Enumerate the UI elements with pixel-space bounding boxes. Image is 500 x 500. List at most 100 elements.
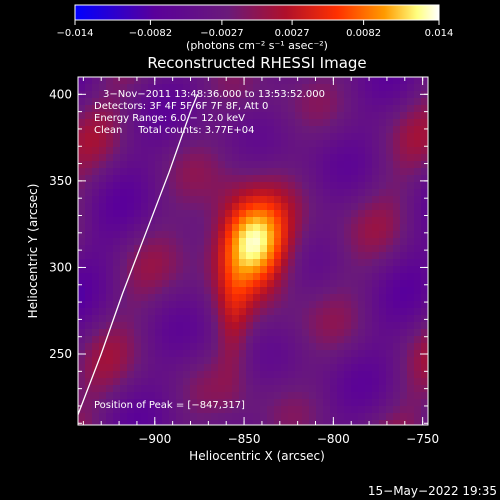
- heatmap-cell: [281, 98, 288, 105]
- heatmap-cell: [92, 154, 99, 161]
- heatmap-cell: [393, 182, 400, 189]
- heatmap-cell: [274, 273, 281, 280]
- heatmap-cell: [78, 280, 85, 287]
- heatmap-cell: [78, 161, 85, 168]
- heatmap-cell: [85, 322, 92, 329]
- heatmap-cell: [239, 245, 246, 252]
- heatmap-cell: [386, 399, 393, 406]
- heatmap-cell: [288, 343, 295, 350]
- heatmap-cell: [365, 161, 372, 168]
- heatmap-cell: [204, 119, 211, 126]
- heatmap-cell: [288, 378, 295, 385]
- heatmap-cell: [155, 259, 162, 266]
- heatmap-cell: [197, 161, 204, 168]
- heatmap-cell: [183, 203, 190, 210]
- heatmap-cell: [211, 273, 218, 280]
- heatmap-cell: [267, 245, 274, 252]
- heatmap-cell: [316, 399, 323, 406]
- heatmap-cell: [85, 315, 92, 322]
- heatmap-cell: [106, 147, 113, 154]
- heatmap-cell: [288, 189, 295, 196]
- heatmap-cell: [218, 119, 225, 126]
- heatmap-cell: [267, 308, 274, 315]
- heatmap-cell: [253, 399, 260, 406]
- heatmap-cell: [358, 119, 365, 126]
- heatmap-cell: [309, 231, 316, 238]
- heatmap-cell: [85, 308, 92, 315]
- heatmap-cell: [267, 350, 274, 357]
- heatmap-cell: [176, 119, 183, 126]
- heatmap-cell: [85, 98, 92, 105]
- heatmap-cell: [239, 308, 246, 315]
- heatmap-cell: [106, 371, 113, 378]
- heatmap-cell: [351, 266, 358, 273]
- heatmap-cell: [134, 259, 141, 266]
- heatmap-cell: [414, 378, 421, 385]
- heatmap-cell: [274, 357, 281, 364]
- heatmap-cell: [183, 224, 190, 231]
- heatmap-cell: [386, 420, 393, 425]
- heatmap-cell: [400, 112, 407, 119]
- heatmap-cell: [211, 350, 218, 357]
- heatmap-cell: [155, 112, 162, 119]
- heatmap-cell: [274, 210, 281, 217]
- heatmap-cell: [260, 273, 267, 280]
- heatmap-cell: [183, 371, 190, 378]
- heatmap-cell: [127, 189, 134, 196]
- heatmap-cell: [134, 308, 141, 315]
- heatmap-cell: [253, 273, 260, 280]
- heatmap-cell: [302, 98, 309, 105]
- heatmap-cell: [309, 77, 316, 84]
- heatmap-cell: [351, 238, 358, 245]
- heatmap-cell: [134, 210, 141, 217]
- heatmap-cell: [169, 301, 176, 308]
- heatmap-cell: [386, 238, 393, 245]
- heatmap-cell: [421, 210, 428, 217]
- heatmap-cell: [127, 371, 134, 378]
- heatmap-cell: [78, 336, 85, 343]
- heatmap-cell: [225, 140, 232, 147]
- heatmap-cell: [99, 357, 106, 364]
- heatmap-cell: [274, 315, 281, 322]
- heatmap-cell: [155, 84, 162, 91]
- heatmap-cell: [274, 140, 281, 147]
- heatmap-cell: [106, 105, 113, 112]
- heatmap-cell: [337, 189, 344, 196]
- heatmap-cell: [85, 224, 92, 231]
- heatmap-cell: [134, 182, 141, 189]
- heatmap-cell: [253, 287, 260, 294]
- heatmap-cell: [246, 217, 253, 224]
- heatmap-cell: [295, 238, 302, 245]
- heatmap-cell: [358, 224, 365, 231]
- heatmap-cell: [372, 315, 379, 322]
- heatmap-cell: [330, 196, 337, 203]
- heatmap-cell: [316, 308, 323, 315]
- heatmap-cell: [190, 259, 197, 266]
- heatmap-cell: [414, 413, 421, 420]
- heatmap-cell: [218, 280, 225, 287]
- heatmap-cell: [92, 217, 99, 224]
- heatmap-cell: [302, 273, 309, 280]
- heatmap-cell: [92, 245, 99, 252]
- heatmap-cell: [85, 119, 92, 126]
- heatmap-cell: [323, 329, 330, 336]
- heatmap-cell: [421, 266, 428, 273]
- heatmap-cell: [260, 91, 267, 98]
- heatmap-cell: [302, 210, 309, 217]
- heatmap-cell: [358, 252, 365, 259]
- heatmap-cell: [253, 357, 260, 364]
- heatmap-cell: [344, 154, 351, 161]
- heatmap-cell: [127, 210, 134, 217]
- heatmap-cell: [288, 112, 295, 119]
- heatmap-cell: [169, 217, 176, 224]
- heatmap-cell: [211, 98, 218, 105]
- heatmap-cell: [99, 84, 106, 91]
- heatmap-cell: [183, 266, 190, 273]
- heatmap-cell: [323, 315, 330, 322]
- heatmap-cell: [414, 273, 421, 280]
- heatmap-cell: [78, 406, 85, 413]
- heatmap-cell: [106, 133, 113, 140]
- heatmap-cell: [379, 105, 386, 112]
- heatmap-cell: [113, 273, 120, 280]
- heatmap-cell: [106, 308, 113, 315]
